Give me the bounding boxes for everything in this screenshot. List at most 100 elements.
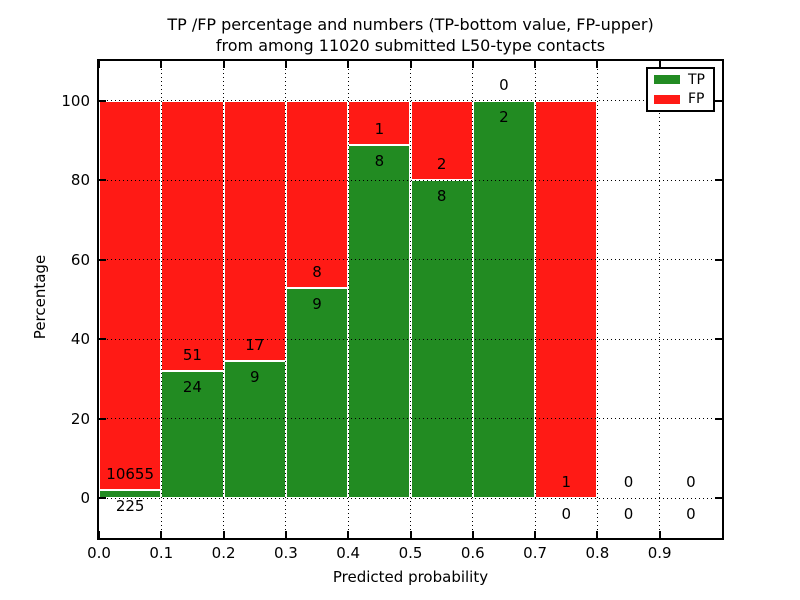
y-gridline <box>99 497 722 499</box>
tp-swatch-icon <box>654 75 680 85</box>
fp-count-label: 0 <box>686 473 696 492</box>
y-tick-mark <box>99 258 106 261</box>
fp-count-label: 0 <box>623 473 634 492</box>
x-tick-mark <box>658 531 661 538</box>
legend-label-fp: FP <box>688 91 705 108</box>
bar-segment-fp <box>223 100 286 361</box>
y-tick-label: 0 <box>80 489 90 508</box>
x-gridline <box>285 61 287 538</box>
x-gridline <box>472 61 474 538</box>
chart-title-line2: from among 11020 submitted L50-type cont… <box>215 36 606 55</box>
x-tick-mark <box>471 531 474 538</box>
x-gridline <box>534 61 536 538</box>
bar-segment-fp <box>535 100 598 499</box>
y-tick-mark <box>715 258 722 261</box>
fp-count-label: 8 <box>312 262 322 281</box>
x-tick-label: 0.8 <box>585 544 610 562</box>
x-tick-label: 0.0 <box>87 544 111 562</box>
x-tick-mark <box>284 61 287 68</box>
x-tick-mark <box>534 531 537 538</box>
legend-label-tp: TP <box>688 71 705 88</box>
x-tick-mark <box>284 531 287 538</box>
x-gridline <box>659 61 661 538</box>
bar-segment-fp <box>99 100 162 491</box>
fp-count-label: 10655 <box>106 465 154 484</box>
bar-segment-tp <box>161 371 224 499</box>
x-tick-mark <box>471 61 474 68</box>
y-gridline <box>99 418 722 420</box>
bar-segment-fp <box>348 100 411 145</box>
tp-count-label: 8 <box>436 187 447 206</box>
x-axis-title: Predicted probability <box>332 568 489 586</box>
legend-entry-tp: TP <box>648 71 713 89</box>
tp-count-label: 9 <box>249 367 260 386</box>
x-tick-mark <box>98 531 100 538</box>
x-tick-label: 0.2 <box>211 544 236 562</box>
y-tick-mark <box>715 179 722 182</box>
bar-segment-tp <box>285 287 349 499</box>
y-gridline <box>99 338 722 340</box>
x-tick-mark <box>658 61 661 68</box>
fp-count-label: 2 <box>436 155 447 174</box>
y-gridline <box>99 179 722 181</box>
x-tick-mark <box>160 61 163 68</box>
fp-count-label: 51 <box>182 346 202 365</box>
x-tick-label: 0.9 <box>647 544 672 562</box>
x-tick-mark <box>222 531 225 538</box>
y-tick-label: 20 <box>70 409 90 428</box>
y-tick-mark <box>99 338 106 341</box>
tp-count-label: 8 <box>374 151 385 170</box>
x-tick-mark <box>409 61 412 68</box>
y-tick-mark <box>99 417 106 420</box>
tp-count-label: 0 <box>623 505 634 524</box>
bar-segment-tp <box>472 100 536 499</box>
x-tick-label: 0.5 <box>398 544 423 562</box>
tp-count-label: 225 <box>115 497 145 516</box>
x-tick-mark <box>596 531 599 538</box>
fp-count-label: 1 <box>561 473 572 492</box>
fp-swatch-icon <box>654 94 680 104</box>
x-tick-mark <box>347 531 350 538</box>
chart-title-line1: TP /FP percentage and numbers (TP-bottom… <box>167 15 654 34</box>
y-tick-mark <box>715 338 722 341</box>
y-tick-mark <box>715 417 722 420</box>
plot-area: 10655 225 51 24 17 9 8 9 1 8 2 8 0 2 1 0 0 0 0 0 <box>98 61 722 538</box>
y-tick-label: 40 <box>70 330 90 349</box>
y-tick-mark <box>715 99 722 102</box>
x-gridline <box>596 61 598 538</box>
x-tick-mark <box>596 61 599 68</box>
x-gridline <box>347 61 349 538</box>
legend: TP FP <box>646 67 715 112</box>
x-tick-mark <box>534 61 537 68</box>
fp-count-label: 1 <box>374 119 385 138</box>
tp-count-label: 24 <box>182 378 202 397</box>
x-gridline <box>410 61 411 538</box>
x-tick-mark <box>160 531 163 538</box>
y-tick-mark <box>99 497 106 500</box>
x-tick-mark <box>347 61 350 68</box>
y-tick-mark <box>99 179 106 182</box>
y-tick-mark <box>715 497 722 500</box>
x-tick-label: 0.7 <box>523 544 548 562</box>
y-tick-label: 60 <box>70 250 90 269</box>
fp-count-label: 0 <box>499 75 509 94</box>
tp-count-label: 2 <box>499 107 509 126</box>
x-tick-label: 0.4 <box>336 544 361 562</box>
x-tick-mark <box>222 61 225 68</box>
y-tick-mark <box>99 99 106 102</box>
y-tick-label: 100 <box>61 91 90 110</box>
tp-count-label: 0 <box>686 505 696 524</box>
bar-segment-tp <box>223 360 286 499</box>
fp-count-label: 17 <box>245 335 265 354</box>
tp-count-label: 9 <box>312 294 322 313</box>
y-gridline <box>99 100 722 102</box>
bar-segment-fp <box>161 100 224 372</box>
y-tick-label: 80 <box>70 171 90 190</box>
x-tick-mark <box>409 531 412 538</box>
bar-segment-tp <box>99 490 162 499</box>
bar-segment-fp <box>410 100 473 181</box>
x-tick-label: 0.3 <box>273 544 298 562</box>
tp-count-label: 0 <box>561 505 572 524</box>
x-tick-mark <box>98 61 100 68</box>
